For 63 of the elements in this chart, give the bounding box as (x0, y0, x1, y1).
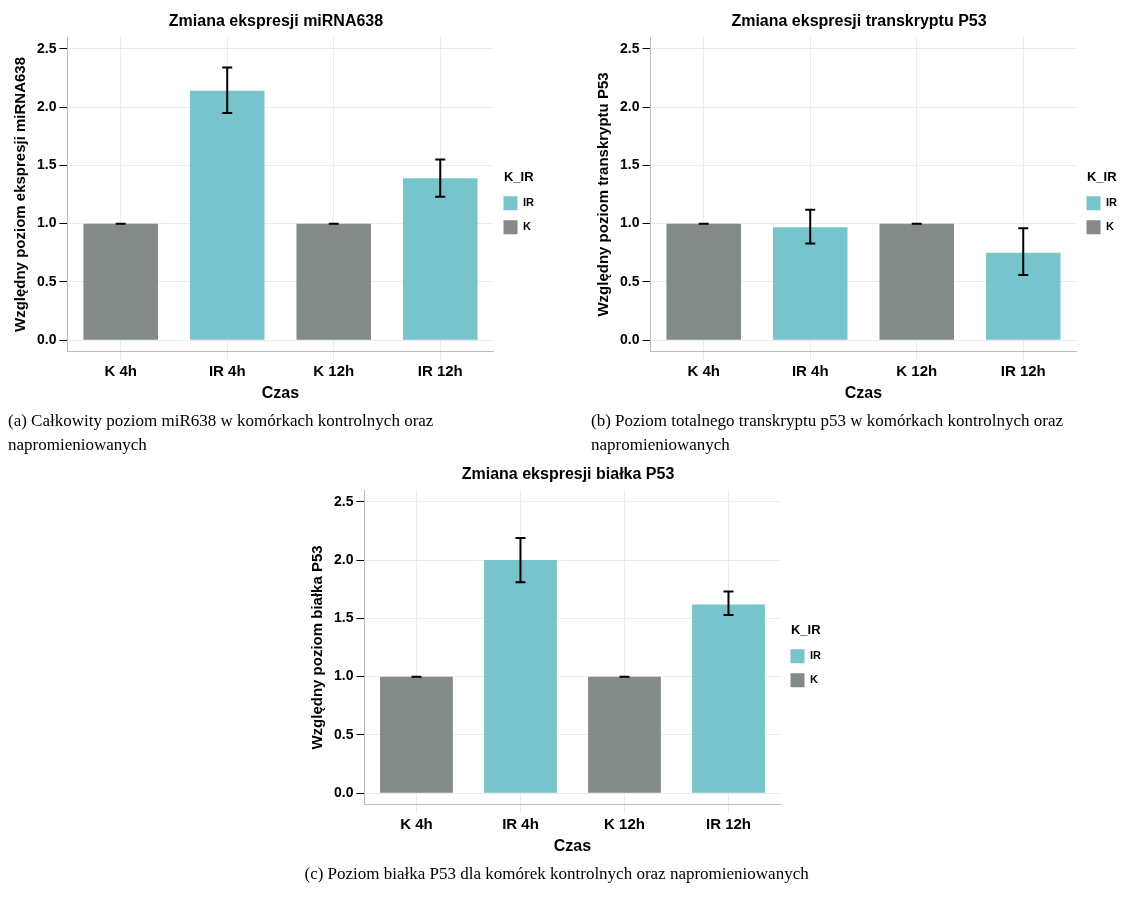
y-tick-label: 0.0 (333, 784, 354, 801)
bar (879, 223, 955, 340)
x-axis-title: Czas (553, 836, 591, 854)
y-tick-label: 2.5 (36, 39, 57, 56)
y-tick-label: 1.5 (333, 609, 354, 626)
chart-title: Zmiana ekspresji miRNA638 (168, 12, 384, 30)
y-tick-label: 2.0 (619, 97, 640, 114)
y-tick-label: 0.0 (619, 331, 640, 348)
x-axis-title: Czas (844, 383, 883, 401)
y-tick-label: 0.5 (619, 272, 640, 289)
x-tick-label: K 4h (399, 814, 433, 832)
y-tick-label: 2.0 (36, 97, 57, 114)
bar (772, 227, 848, 340)
y-axis-title: Względny poziom ekspresji miRNA638 (11, 56, 29, 333)
y-tick-label: 2.5 (619, 39, 640, 56)
x-tick-label: K 12h (603, 814, 645, 832)
bar (296, 223, 372, 340)
chart-title: Zmiana ekspresji białka P53 (461, 465, 674, 483)
bar (402, 178, 478, 340)
bar (189, 90, 265, 340)
y-tick-label: 1.0 (36, 214, 57, 231)
x-tick-label: IR 4h (208, 361, 246, 379)
y-tick-label: 0.5 (36, 272, 57, 289)
y-tick-label: 2.5 (333, 492, 354, 509)
y-tick-label: 1.5 (619, 156, 640, 173)
legend-title: K_IR (790, 621, 821, 637)
bar (379, 676, 453, 793)
legend-title: K_IR (503, 168, 535, 184)
legend-label: K (523, 220, 531, 233)
text: (a) Całkowity poziom miR638 w komórkach kontrolnych oraz napromieniowanych (8, 410, 435, 456)
x-tick-label: K 4h (104, 361, 137, 379)
x-tick-label: IR 12h (705, 814, 751, 832)
y-tick-label: 1.5 (36, 156, 57, 173)
x-tick-label: K 12h (313, 361, 355, 379)
legend-label: IR (809, 649, 821, 662)
bar (985, 252, 1061, 340)
y-tick-label: 0.5 (333, 725, 354, 742)
y-axis-title: Względny poziom transkryptu P53 (594, 72, 612, 317)
text: (b) Poziom totalnego transkryptu p53 w komórkach kontrolnych oraz napromieniowanych (591, 410, 1065, 456)
y-tick-label: 1.0 (333, 667, 354, 684)
x-tick-label: IR 12h (417, 361, 463, 379)
legend-label: IR (523, 196, 535, 209)
legend-label: IR (1106, 196, 1118, 209)
x-tick-label: IR 4h (791, 361, 829, 379)
x-tick-label: IR 12h (1000, 361, 1046, 379)
legend-label: K (1106, 220, 1114, 233)
chart-title: Zmiana ekspresji transkryptu P53 (731, 12, 987, 30)
bar (666, 223, 741, 340)
y-tick-label: 2.0 (333, 550, 354, 567)
bar (587, 676, 661, 793)
text: (c) Poziom białka P53 dla komórek kontrolnych oraz napromieniowanych (304, 863, 810, 885)
x-tick-label: K 4h (687, 361, 720, 379)
y-axis-title: Względny poziom białka P53 (307, 545, 325, 750)
y-tick-label: 0.0 (36, 331, 57, 348)
legend-title: K_IR (1086, 168, 1118, 184)
bar (483, 560, 557, 793)
x-axis-title: Czas (261, 383, 300, 401)
legend-label: K (809, 673, 818, 686)
bar (691, 604, 765, 793)
x-tick-label: K 12h (896, 361, 938, 379)
x-tick-label: IR 4h (501, 814, 539, 832)
bar (83, 223, 158, 340)
y-tick-label: 1.0 (619, 214, 640, 231)
